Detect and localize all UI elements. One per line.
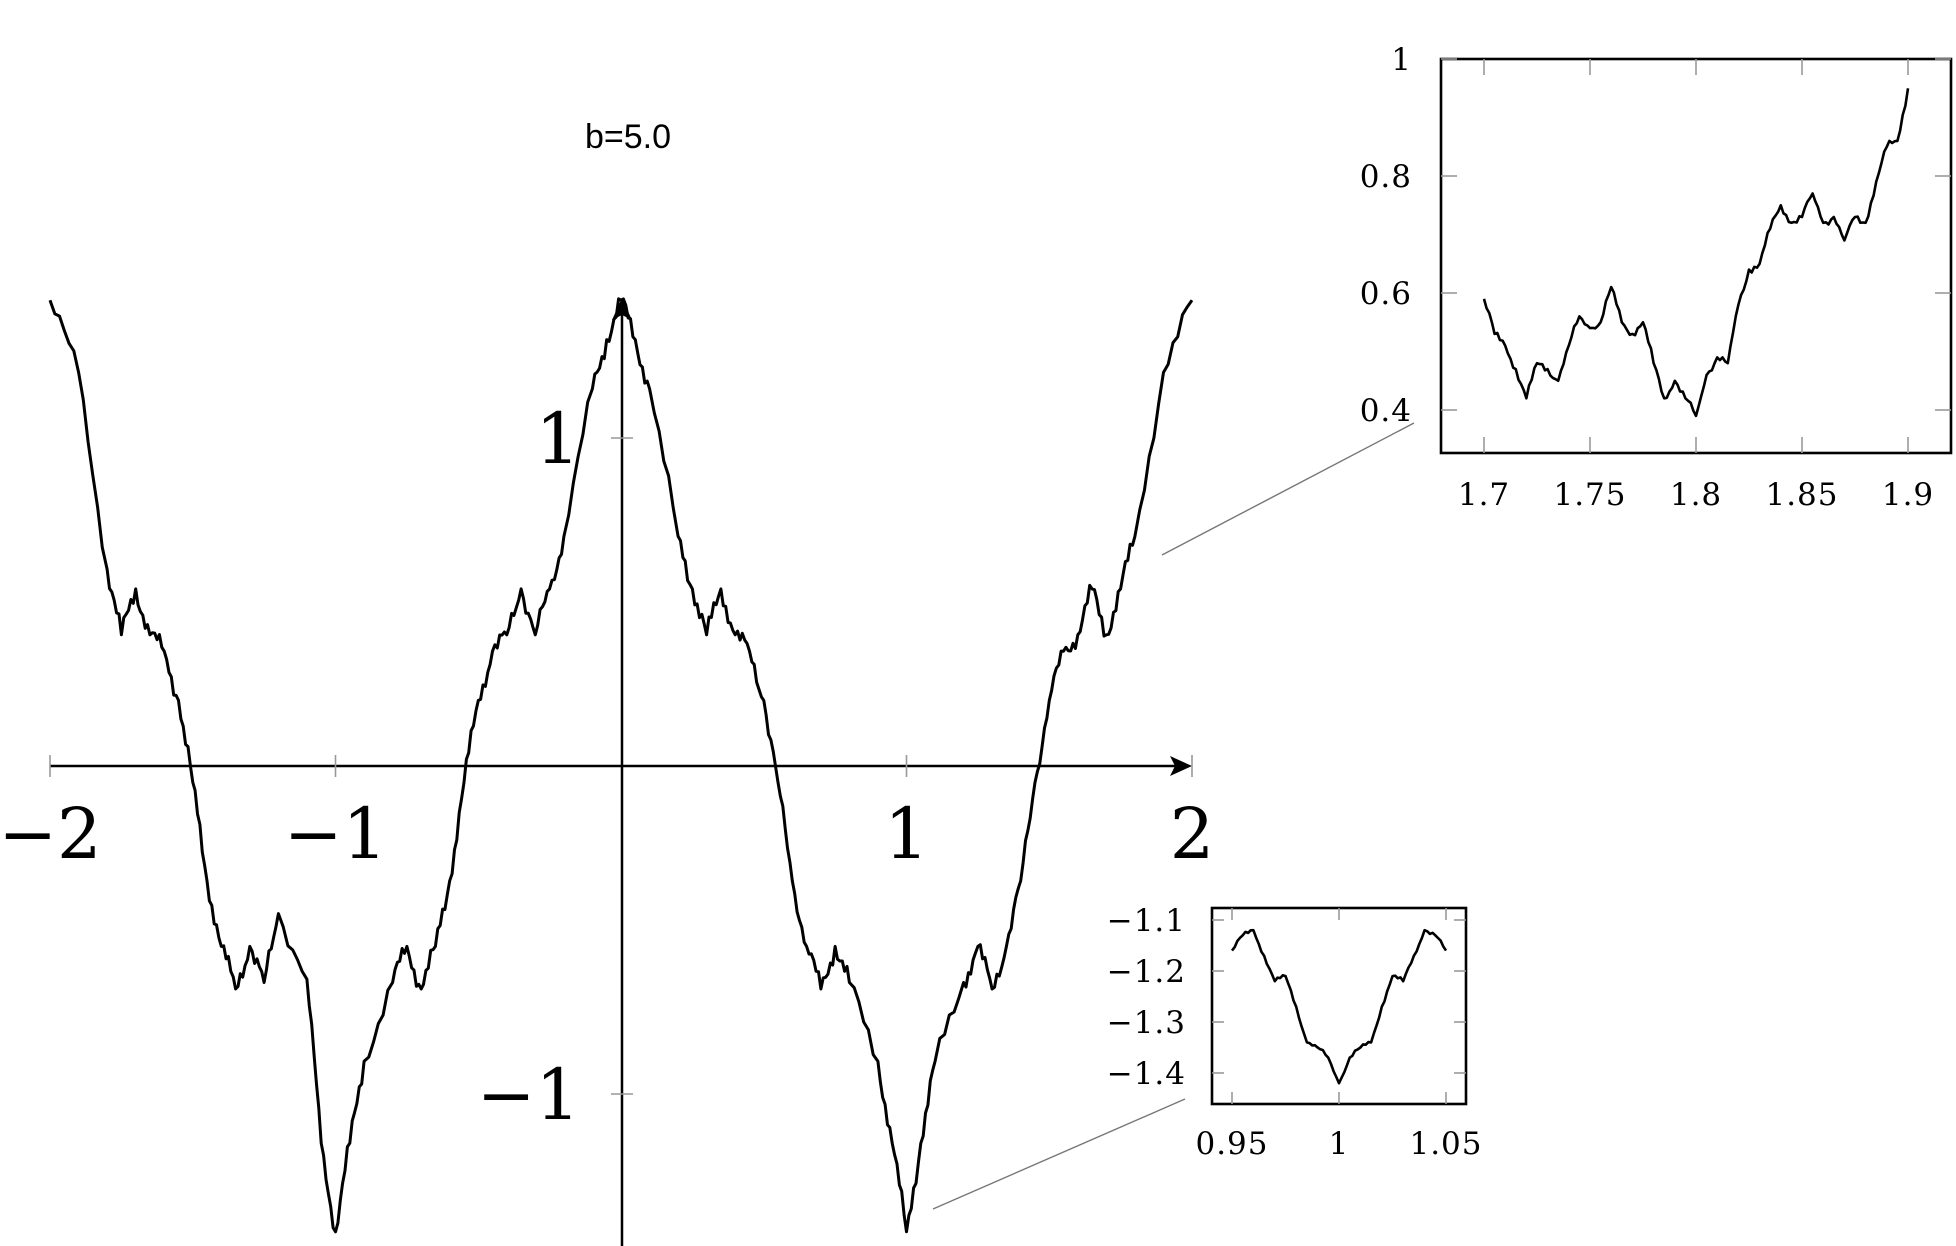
x-axis-arrowhead [1170,756,1192,776]
inset-upper-y-tick-label: 0.4 [1360,393,1412,429]
inset-upper-y-tick-label: 1 [1391,42,1412,78]
inset-lower-series-line [1230,928,1448,1085]
connector-line-upper [1161,422,1415,556]
connector-line-lower [932,1098,1186,1210]
inset-lower: 0.95 1 1.05 −1.1 −1.2 −1.3 −1.4 [1107,903,1482,1162]
inset-lower-y-tick-label: −1.2 [1107,954,1186,990]
inset-upper-x-tick-label: 1.7 [1458,477,1510,513]
inset-upper-frame [1439,57,1953,455]
main-x-tick-label: −1 [284,793,387,875]
inset-upper-y-tick-label: 0.6 [1360,276,1412,312]
inset-lower-x-tick-label: 1.05 [1409,1126,1482,1162]
inset-lower-y-tick-label: −1.1 [1107,903,1186,939]
inset-upper-tick-labels: 1.7 1.75 1.8 1.85 1.9 0.4 0.6 0.8 1 [1360,42,1934,513]
main-ticks [49,437,1193,1095]
main-x-tick-label: 2 [1170,793,1215,875]
inset-lower-frame [1210,906,1468,1106]
inset-lower-x-tick-label: 1 [1329,1126,1350,1162]
inset-upper-series-line [1482,88,1910,418]
chart-title: b=5.0 [585,118,671,156]
main-x-tick-label: 1 [884,793,929,875]
inset-lower-x-tick-label: 0.95 [1195,1126,1268,1162]
inset-lower-tick-labels: 0.95 1 1.05 −1.1 −1.2 −1.3 −1.4 [1107,903,1482,1162]
inset-upper-x-tick-label: 1.8 [1670,477,1722,513]
main-tick-labels: −2 −1 1 2 1 −1 [0,398,1214,1136]
inset-upper-y-tick-label: 0.8 [1360,159,1412,195]
main-y-tick-label: 1 [535,398,580,480]
main-y-tick-label: −1 [477,1054,580,1136]
inset-upper-x-tick-label: 1.75 [1553,477,1626,513]
inset-lower-y-tick-label: −1.3 [1107,1005,1186,1041]
main-x-tick-label: −2 [0,793,102,875]
main-series-line [48,297,1194,1234]
inset-upper-x-tick-label: 1.9 [1882,477,1934,513]
inset-upper-ticks [1441,58,1951,453]
inset-lower-ticks [1212,908,1466,1104]
inset-upper: 1.7 1.75 1.8 1.85 1.9 0.4 0.6 0.8 1 [1360,42,1953,513]
inset-lower-y-tick-label: −1.4 [1107,1056,1186,1092]
main-chart: −2 −1 1 2 1 −1 [0,297,1214,1246]
inset-upper-x-tick-label: 1.85 [1765,477,1838,513]
